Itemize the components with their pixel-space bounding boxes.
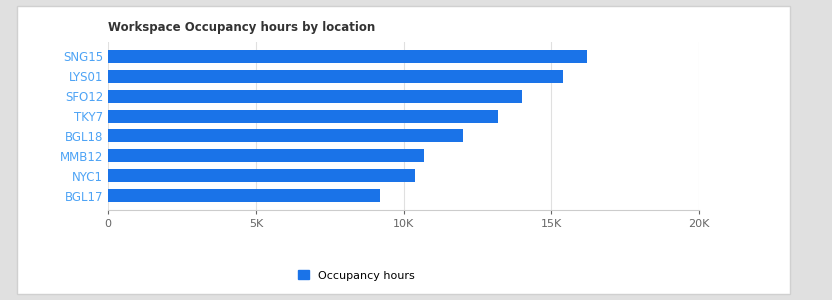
Text: Workspace Occupancy hours by location: Workspace Occupancy hours by location <box>108 21 375 34</box>
Bar <box>108 90 522 103</box>
Bar <box>108 189 380 203</box>
Bar <box>108 70 563 83</box>
Bar <box>108 130 463 142</box>
Bar <box>108 169 415 182</box>
Legend: Occupancy hours: Occupancy hours <box>294 266 419 285</box>
Bar <box>108 110 498 122</box>
Bar <box>108 50 587 63</box>
Bar <box>108 149 424 162</box>
